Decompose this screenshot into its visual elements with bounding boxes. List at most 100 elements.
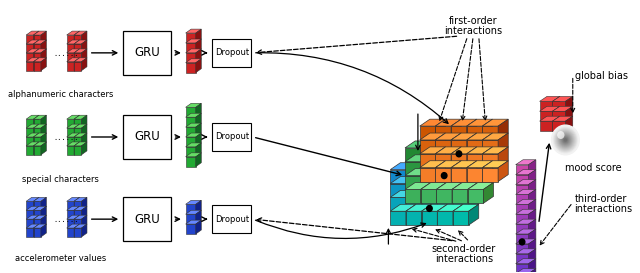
Polygon shape [516, 194, 529, 204]
Polygon shape [186, 210, 201, 214]
FancyBboxPatch shape [212, 39, 251, 67]
Polygon shape [74, 142, 87, 146]
Polygon shape [33, 137, 41, 146]
Polygon shape [552, 106, 573, 111]
Polygon shape [451, 119, 461, 140]
Polygon shape [467, 147, 477, 168]
Polygon shape [74, 31, 79, 44]
Polygon shape [33, 142, 47, 146]
Polygon shape [435, 133, 461, 140]
Polygon shape [33, 206, 39, 219]
Text: second-order: second-order [432, 244, 496, 254]
Polygon shape [552, 116, 573, 121]
Circle shape [519, 239, 525, 245]
Polygon shape [516, 160, 536, 165]
Text: interactions: interactions [435, 254, 493, 264]
Polygon shape [436, 169, 447, 189]
Circle shape [554, 128, 577, 152]
Polygon shape [516, 269, 536, 273]
Polygon shape [390, 211, 406, 225]
Polygon shape [81, 206, 87, 219]
Polygon shape [483, 154, 498, 168]
Polygon shape [405, 141, 431, 148]
Polygon shape [406, 204, 416, 225]
Polygon shape [435, 154, 451, 168]
Polygon shape [468, 155, 493, 162]
Polygon shape [453, 163, 479, 170]
Polygon shape [196, 39, 201, 53]
Polygon shape [67, 133, 79, 137]
Polygon shape [41, 115, 47, 128]
Polygon shape [453, 177, 463, 197]
Polygon shape [516, 264, 529, 273]
Polygon shape [483, 161, 508, 168]
Polygon shape [467, 126, 483, 140]
Polygon shape [74, 224, 87, 228]
Polygon shape [420, 147, 445, 154]
Polygon shape [453, 163, 463, 183]
Circle shape [556, 129, 575, 151]
Text: GRU: GRU [134, 130, 160, 144]
Polygon shape [67, 124, 79, 128]
Polygon shape [552, 121, 565, 131]
Polygon shape [552, 96, 560, 111]
Polygon shape [26, 224, 39, 228]
Polygon shape [435, 119, 461, 126]
Polygon shape [26, 128, 33, 137]
Polygon shape [186, 157, 196, 167]
Text: first-order: first-order [449, 16, 497, 26]
Polygon shape [437, 191, 447, 211]
Polygon shape [552, 116, 560, 131]
Polygon shape [436, 155, 462, 162]
Polygon shape [529, 170, 536, 185]
Polygon shape [435, 168, 451, 182]
Circle shape [564, 139, 566, 141]
Polygon shape [81, 224, 87, 237]
Polygon shape [437, 177, 463, 183]
Polygon shape [422, 197, 437, 211]
Polygon shape [405, 189, 420, 203]
Polygon shape [405, 183, 431, 189]
Polygon shape [540, 101, 552, 111]
Polygon shape [453, 204, 463, 225]
Polygon shape [540, 106, 560, 111]
Polygon shape [33, 206, 47, 210]
Polygon shape [453, 183, 468, 197]
Polygon shape [41, 124, 47, 137]
Polygon shape [516, 234, 529, 244]
Polygon shape [516, 239, 536, 244]
Polygon shape [74, 128, 81, 137]
Polygon shape [26, 44, 33, 53]
Polygon shape [483, 141, 493, 162]
Polygon shape [451, 147, 477, 154]
Polygon shape [186, 224, 196, 234]
Polygon shape [33, 31, 47, 35]
Polygon shape [435, 147, 461, 154]
Polygon shape [540, 111, 552, 121]
Polygon shape [452, 162, 468, 176]
Polygon shape [196, 220, 201, 234]
Polygon shape [33, 35, 41, 44]
Polygon shape [516, 175, 529, 185]
Polygon shape [420, 189, 436, 203]
Polygon shape [33, 133, 39, 146]
Polygon shape [452, 183, 462, 203]
Text: mood score: mood score [565, 163, 622, 173]
Polygon shape [437, 204, 447, 225]
Circle shape [456, 151, 461, 157]
Polygon shape [74, 201, 81, 210]
Polygon shape [67, 210, 74, 219]
Circle shape [552, 126, 579, 154]
Polygon shape [41, 206, 47, 219]
Polygon shape [196, 113, 201, 127]
Polygon shape [516, 165, 529, 175]
Polygon shape [390, 183, 406, 197]
Polygon shape [74, 58, 79, 71]
Polygon shape [422, 211, 437, 225]
Polygon shape [74, 137, 81, 146]
Polygon shape [420, 141, 447, 148]
Polygon shape [467, 119, 493, 126]
Polygon shape [420, 169, 431, 189]
Polygon shape [406, 177, 416, 197]
Polygon shape [435, 161, 445, 182]
